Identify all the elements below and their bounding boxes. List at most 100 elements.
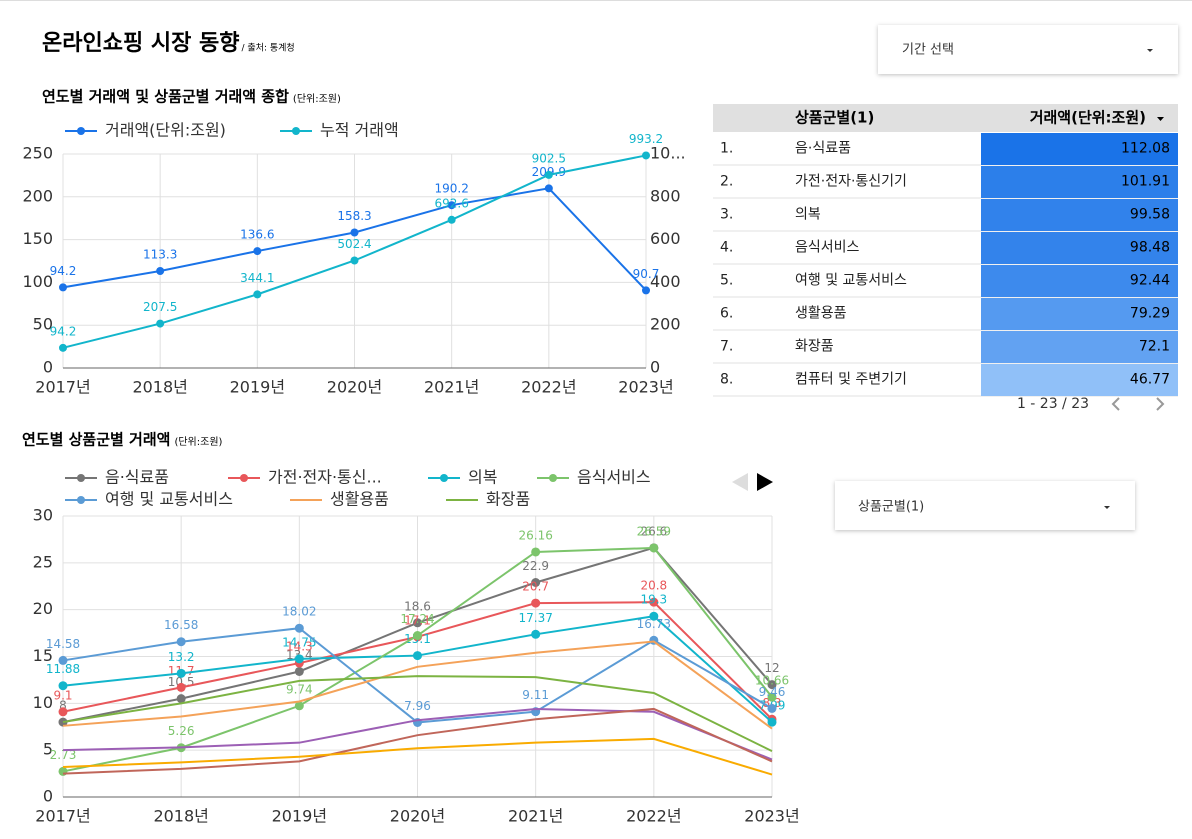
y2-tick-label: 800 — [650, 186, 681, 205]
period-control[interactable]: 기간 선택 — [878, 25, 1178, 74]
dropdown-box[interactable] — [835, 481, 1135, 530]
y2-tick-label: 400 — [650, 272, 681, 291]
category-control[interactable]: 상품군별(1) — [835, 481, 1135, 530]
dropdown-box[interactable] — [878, 25, 1178, 74]
data-point — [413, 618, 422, 628]
data-label: 94.2 — [50, 264, 77, 278]
x-tick-label: 2021년 — [424, 378, 479, 397]
data-label: 902.5 — [532, 151, 566, 165]
x-tick-label: 2018년 — [132, 378, 187, 397]
data-point — [58, 655, 68, 665]
page-title: 온라인쇼핑 시장 동향 — [42, 31, 239, 56]
data-label: 14.58 — [46, 637, 80, 651]
x-tick-label: 2017년 — [35, 807, 90, 826]
row-name: 음식서비스 — [795, 240, 860, 256]
data-point — [59, 283, 67, 292]
x-tick-label: 2020년 — [390, 807, 445, 826]
y-tick-label: 5 — [43, 740, 53, 759]
page-source: / 출처: 통계청 — [241, 42, 294, 54]
dropdown-label[interactable]: 상품군별(1) — [858, 500, 924, 515]
data-label: 190.2 — [434, 182, 468, 196]
data-point — [544, 170, 553, 179]
data-point — [413, 631, 422, 641]
legend-next[interactable] — [757, 473, 773, 491]
x-tick-label: 2019년 — [230, 378, 285, 397]
data-label: 11.88 — [46, 662, 80, 676]
legend-label: 의복 — [468, 468, 497, 487]
data-point — [531, 578, 541, 588]
y-tick-label: 150 — [22, 229, 53, 248]
legend-label: 화장품 — [486, 490, 530, 509]
value-cell — [981, 331, 1178, 363]
legend-prev[interactable] — [732, 473, 748, 491]
row-rank: 5. — [720, 273, 733, 289]
y-tick-label: 0 — [43, 358, 53, 377]
data-label: 502.4 — [337, 237, 371, 251]
x-tick-label: 2017년 — [35, 378, 90, 397]
legend-label: 음식서비스 — [577, 468, 651, 487]
data-point — [176, 637, 186, 647]
data-label: 17.24 — [400, 612, 434, 626]
row-value: 92.44 — [1130, 273, 1170, 289]
data-point — [649, 597, 659, 607]
data-point — [350, 228, 359, 237]
data-point — [544, 184, 553, 193]
data-point — [58, 707, 68, 717]
data-label: 993.2 — [629, 132, 663, 146]
data-point — [253, 247, 262, 256]
data-label: 113.3 — [143, 248, 177, 262]
row-value: 46.77 — [1130, 372, 1170, 388]
table-header-bg — [713, 104, 1178, 132]
value-cell — [981, 133, 1178, 165]
legend-label: 생활용품 — [330, 490, 389, 509]
data-point — [58, 681, 68, 691]
row-name: 의복 — [795, 207, 821, 223]
page-prev[interactable] — [1111, 397, 1120, 411]
data-point — [294, 701, 304, 711]
chart-subtitle: (단위:조원) — [174, 435, 222, 448]
data-label: 19.3 — [640, 593, 667, 607]
x-tick-label: 2022년 — [626, 807, 681, 826]
x-tick-label: 2019년 — [272, 807, 327, 826]
data-point — [767, 717, 777, 727]
x-tick-label: 2021년 — [508, 807, 563, 826]
data-label: 13.2 — [168, 650, 195, 664]
row-rank: 4. — [720, 240, 733, 256]
data-label: 14.3 — [286, 640, 313, 654]
data-label: 9.1 — [53, 688, 72, 702]
data-label: 9.74 — [286, 682, 313, 696]
page-next[interactable] — [1156, 397, 1165, 411]
row-rank: 3. — [720, 207, 733, 223]
dropdown-arrow[interactable] — [1104, 506, 1110, 509]
y2-tick-label: 200 — [650, 315, 681, 334]
data-point — [649, 543, 659, 553]
data-point — [176, 668, 186, 678]
dropdown-arrow[interactable] — [1147, 49, 1153, 52]
data-label: 12 — [764, 661, 779, 675]
legend-label: 거래액(단위:조원) — [105, 121, 226, 140]
y-tick-label: 20 — [33, 599, 53, 618]
data-label: 18.6 — [404, 599, 431, 613]
row-value: 99.58 — [1130, 207, 1170, 223]
data-label: 22.9 — [522, 559, 549, 573]
series-line — [62, 707, 773, 775]
data-point — [294, 666, 304, 676]
data-label: 26.16 — [518, 528, 552, 542]
data-point — [531, 598, 541, 608]
data-label: 136.6 — [240, 228, 274, 242]
data-label: 26.59 — [637, 524, 671, 538]
row-value: 101.91 — [1121, 174, 1170, 190]
y-tick-label: 50 — [33, 315, 53, 334]
row-rank: 2. — [720, 174, 733, 190]
row-value: 98.48 — [1130, 240, 1170, 256]
data-label: 14.75 — [282, 635, 316, 649]
value-cell — [981, 199, 1178, 231]
data-label: 9.46 — [759, 685, 786, 699]
data-point — [447, 201, 456, 210]
series-line — [62, 707, 773, 761]
data-point — [294, 623, 304, 633]
data-label: 2.73 — [50, 748, 77, 762]
dropdown-label[interactable]: 기간 선택 — [902, 43, 954, 58]
y-tick-label: 200 — [22, 186, 53, 205]
pagination: 1 - 23 / 23 — [1017, 396, 1089, 412]
